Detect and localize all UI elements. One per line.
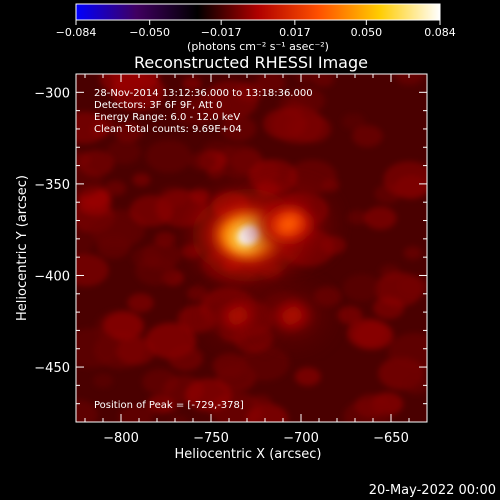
texture-blob (255, 74, 286, 93)
texture-blob (76, 231, 94, 256)
texture-blob (354, 394, 388, 418)
texture-blob (341, 113, 366, 130)
texture-blob (76, 254, 109, 287)
colorbar: −0.084 −0.050 −0.017 0.017 0.050 0.084 (photo… (56, 3, 456, 53)
texture-blob (93, 373, 114, 388)
texture-blob (312, 74, 335, 87)
x-axis-label: Heliocentric X (arcsec) (175, 447, 322, 462)
annotation-detectors: Detectors: 3F 6F 9F, Att 0 (94, 100, 222, 111)
footer-date: 20-May-2022 00:00 (369, 483, 496, 498)
colorbar-unit-label: (photons cm⁻² s⁻¹ asec⁻²) (187, 40, 329, 53)
texture-blob (246, 403, 289, 422)
texture-blob (383, 161, 427, 199)
texture-blob (220, 115, 257, 142)
texture-blob (294, 367, 321, 386)
texture-blob (76, 399, 98, 422)
colorbar-tick-label: −0.084 (56, 26, 97, 39)
texture-blob (394, 74, 425, 86)
plot-frame (75, 73, 428, 423)
y-axis-ticks: −300 −350 −400 −450 (34, 73, 427, 405)
texture-blob (145, 139, 192, 173)
annotation-time-range: 28-Nov-2014 13:12:36.000 to 13:18:36.000 (94, 88, 313, 99)
texture-blob (154, 231, 176, 247)
texture-blob (114, 122, 142, 143)
texture-blob (173, 94, 218, 127)
texture-blob (99, 74, 146, 95)
y-axis-label: Heliocentric Y (arcsec) (15, 175, 30, 321)
texture-blob (77, 150, 115, 177)
annotation-clean-counts: Clean Total counts: 9.69E+04 (94, 124, 242, 135)
x-tick-label: −700 (283, 431, 319, 446)
texture-blob (116, 336, 156, 366)
texture-blob (147, 394, 174, 414)
texture-blob (127, 293, 154, 313)
texture-blob (337, 306, 363, 324)
y-tick-label: −450 (34, 361, 70, 376)
texture-blob (181, 244, 202, 259)
colorbar-tick-label: 0.084 (424, 26, 456, 39)
texture-blob (296, 74, 315, 83)
y-tick-label: −350 (34, 178, 70, 193)
y-tick-label: −300 (34, 86, 70, 101)
texture-blob (320, 236, 346, 255)
texture-blob (103, 311, 143, 341)
texture-blob (239, 345, 290, 381)
texture-blob (155, 189, 208, 228)
chart-title: Reconstructed RHESSI Image (134, 53, 368, 72)
colorbar-gradient (75, 3, 441, 21)
texture-blob (251, 394, 272, 410)
texture-blob (185, 378, 232, 412)
x-tick-label: −750 (193, 431, 229, 446)
texture-blob (182, 76, 202, 91)
emission-sources (200, 195, 325, 339)
texture-blob (90, 122, 112, 138)
x-axis-ticks: −800 −750 −700 −650 (84, 74, 428, 446)
annotation-energy-range: Energy Range: 6.0 - 12.0 keV (94, 112, 240, 123)
texture-blob (168, 345, 204, 371)
texture-blob (88, 215, 136, 249)
texture-blob (216, 362, 251, 387)
texture-blob (132, 173, 151, 187)
emission-source (263, 292, 321, 339)
texture-blob (364, 206, 397, 230)
colorbar-tick-label: −0.050 (129, 26, 170, 39)
emission-source (209, 292, 267, 339)
texture-blob (342, 274, 381, 302)
texture-blob (402, 375, 427, 395)
texture-blob (314, 286, 342, 307)
annotation-block: 28-Nov-2014 13:12:36.000 to 13:18:36.000… (94, 88, 313, 135)
texture-blob (403, 246, 422, 260)
texture-blob (189, 151, 216, 171)
x-tick-label: −650 (373, 431, 409, 446)
texture-blob (135, 256, 176, 286)
texture-blob (105, 180, 126, 196)
colorbar-tick-label: 0.017 (279, 26, 311, 39)
colorbar-tick-label: −0.017 (201, 26, 242, 39)
colorbar-tick-label: 0.050 (351, 26, 383, 39)
texture-blob (347, 318, 392, 350)
image-area (76, 74, 427, 422)
y-tick-label: −400 (34, 269, 70, 284)
texture-blob (106, 139, 141, 165)
x-tick-label: −800 (103, 431, 139, 446)
texture-blob (248, 159, 298, 195)
texture-blob (373, 296, 405, 319)
texture-blob (388, 332, 427, 371)
texture-blob (398, 275, 427, 297)
colorbar-ticks: −0.084 −0.050 −0.017 0.017 0.050 0.084 (56, 20, 456, 39)
texture-blob (186, 286, 208, 301)
texture-blob (347, 210, 368, 225)
texture-blob (118, 404, 153, 422)
emission-source (252, 195, 325, 253)
peak-position-label: Position of Peak = [-729,-378] (94, 400, 244, 411)
texture-blob (271, 106, 325, 144)
texture-blob (352, 125, 383, 147)
texture-blob (177, 305, 217, 333)
texture-blob (76, 328, 119, 368)
texture-blob (288, 159, 337, 195)
